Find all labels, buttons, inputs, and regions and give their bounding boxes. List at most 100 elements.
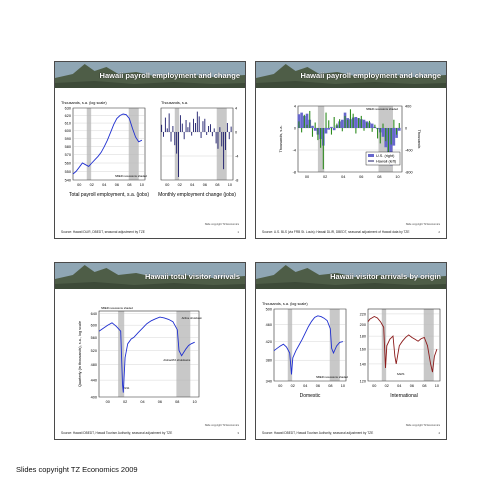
change-bar — [166, 128, 168, 132]
y-tick-label: 580 — [65, 145, 71, 149]
page-number: 4 — [438, 431, 440, 435]
hawaii-bar — [301, 128, 303, 133]
hawaii-bar — [328, 120, 330, 128]
y2-tick-label: 400 — [405, 104, 411, 108]
slide-copyright: Slide copyright TZ Economics — [204, 424, 239, 427]
chart-caption: International — [390, 393, 418, 399]
x-tick-label: 06 — [158, 400, 162, 404]
hawaii-bar — [355, 128, 357, 134]
international-line — [367, 315, 438, 373]
change-bar — [221, 132, 223, 147]
page-number: 2 — [438, 230, 440, 234]
x-tick-label: 02 — [385, 384, 389, 388]
y-tick-label: 600 — [91, 324, 97, 328]
x-tick-label: 00 — [165, 183, 169, 187]
x-tick-label: 06 — [316, 384, 320, 388]
x-tick-label: 06 — [115, 183, 119, 187]
x-tick-label: 00 — [305, 175, 309, 179]
us-bar — [397, 128, 401, 131]
y-tick-label: -4 — [293, 148, 296, 152]
change-bar — [202, 121, 204, 132]
us-bar — [324, 128, 328, 134]
y-tick-label: 340 — [266, 379, 272, 383]
change-bar — [206, 132, 208, 135]
y2-tick-label: -400 — [405, 148, 413, 152]
x-tick-label: 10 — [341, 384, 345, 388]
chart-total-visitors: 640 600 560 520 480 440 400 00 02 04 06 08 10 Quarter… — [78, 306, 203, 404]
change-bar — [164, 117, 166, 132]
hawaii-bar — [325, 112, 327, 128]
x-tick-label: 08 — [328, 384, 332, 388]
annotation-sars: SARS — [397, 372, 405, 376]
recession-note: NBER recessions shaded — [101, 306, 133, 310]
slide-3: Hawaii total visitor arrivals 640 600 560 5… — [54, 262, 246, 440]
slide-source: Source: U.S. BLS (via FRB St. Louis): Ha… — [262, 230, 410, 234]
domestic-line — [273, 315, 344, 375]
y-tick-label: 380 — [266, 359, 272, 363]
hawaii-bar — [349, 109, 352, 128]
change-bar — [181, 123, 183, 132]
change-bar — [219, 127, 221, 132]
y-tick-label: 540 — [65, 178, 71, 182]
x-tick-label: 00 — [278, 384, 282, 388]
hawaii-bar — [363, 128, 365, 131]
x-tick-label: 02 — [178, 183, 182, 187]
y-tick-label: 0 — [235, 130, 237, 134]
x-tick-label: 10 — [435, 384, 439, 388]
x-tick-label: 08 — [215, 183, 219, 187]
y-tick-label: 140 — [360, 362, 366, 366]
us-bar — [327, 128, 331, 130]
y-tick-label: 550 — [65, 170, 71, 174]
x-tick-label: 02 — [323, 175, 327, 179]
annotation-airline: Airline shutdown — [182, 316, 203, 320]
change-bar — [178, 132, 179, 177]
page-number: 3 — [237, 431, 239, 435]
y-tick-label: 440 — [91, 379, 97, 383]
y-tick-label: 460 — [266, 323, 272, 327]
hawaii-bar — [366, 122, 368, 128]
hawaii-bar — [374, 124, 376, 128]
hawaii-bar — [347, 119, 349, 128]
slide-copyright: Slide copyright TZ Economics — [405, 223, 440, 226]
hawaii-bar — [393, 119, 395, 128]
us-bar — [332, 128, 336, 131]
change-bar — [172, 126, 174, 132]
hawaii-bar — [333, 117, 335, 128]
x-tick-label: 10 — [395, 175, 399, 179]
chart-employment-level: 540 550 560 570 580 590 600 610 620 630 00 02 04 06 08… — [61, 101, 149, 198]
y2-tick-label: 0 — [405, 126, 407, 130]
x-tick-label: 10 — [228, 183, 232, 187]
change-bar — [193, 118, 195, 132]
slide-copyright: Slide copyright TZ Economics — [405, 424, 440, 427]
change-bar — [179, 115, 181, 132]
y-tick-label: 4 — [294, 104, 296, 108]
recession-band — [176, 311, 191, 397]
change-bar — [187, 127, 189, 132]
slide-copyright: Slide copyright TZ Economics — [204, 223, 239, 226]
us-bar — [313, 128, 317, 131]
y-tick-label: 220 — [360, 312, 366, 316]
annotation-911: 9/11 — [124, 386, 130, 390]
change-bar — [210, 124, 211, 132]
y-tick-label: 420 — [266, 340, 272, 344]
y-axis-label: Thousands, s.a. (log scale) — [61, 101, 107, 105]
hawaii-bar — [336, 123, 338, 128]
y-tick-label: 500 — [266, 307, 272, 311]
employment-line — [72, 113, 143, 175]
x-tick-label: 04 — [341, 175, 345, 179]
change-bar — [194, 123, 196, 132]
us-bar — [370, 123, 374, 128]
slide-1: Hawaii payroll employment and change 540… — [54, 61, 246, 239]
slide-source: Source: Hawaii DLIR, DBEDT, seasonal adj… — [61, 230, 145, 234]
hawaii-bar — [358, 118, 360, 128]
hawaii-bar — [352, 113, 354, 128]
change-bar — [225, 132, 226, 150]
hawaii-bar — [339, 119, 341, 128]
y-tick-label: 0 — [294, 126, 296, 130]
hawaii-bar — [368, 120, 370, 128]
y-tick-label: 590 — [65, 137, 71, 141]
us-bar — [330, 126, 333, 128]
legend-box — [365, 151, 401, 166]
legend-label-hawaii: Hawaii (left) — [376, 160, 397, 164]
y2-tick-label: -800 — [405, 170, 413, 174]
